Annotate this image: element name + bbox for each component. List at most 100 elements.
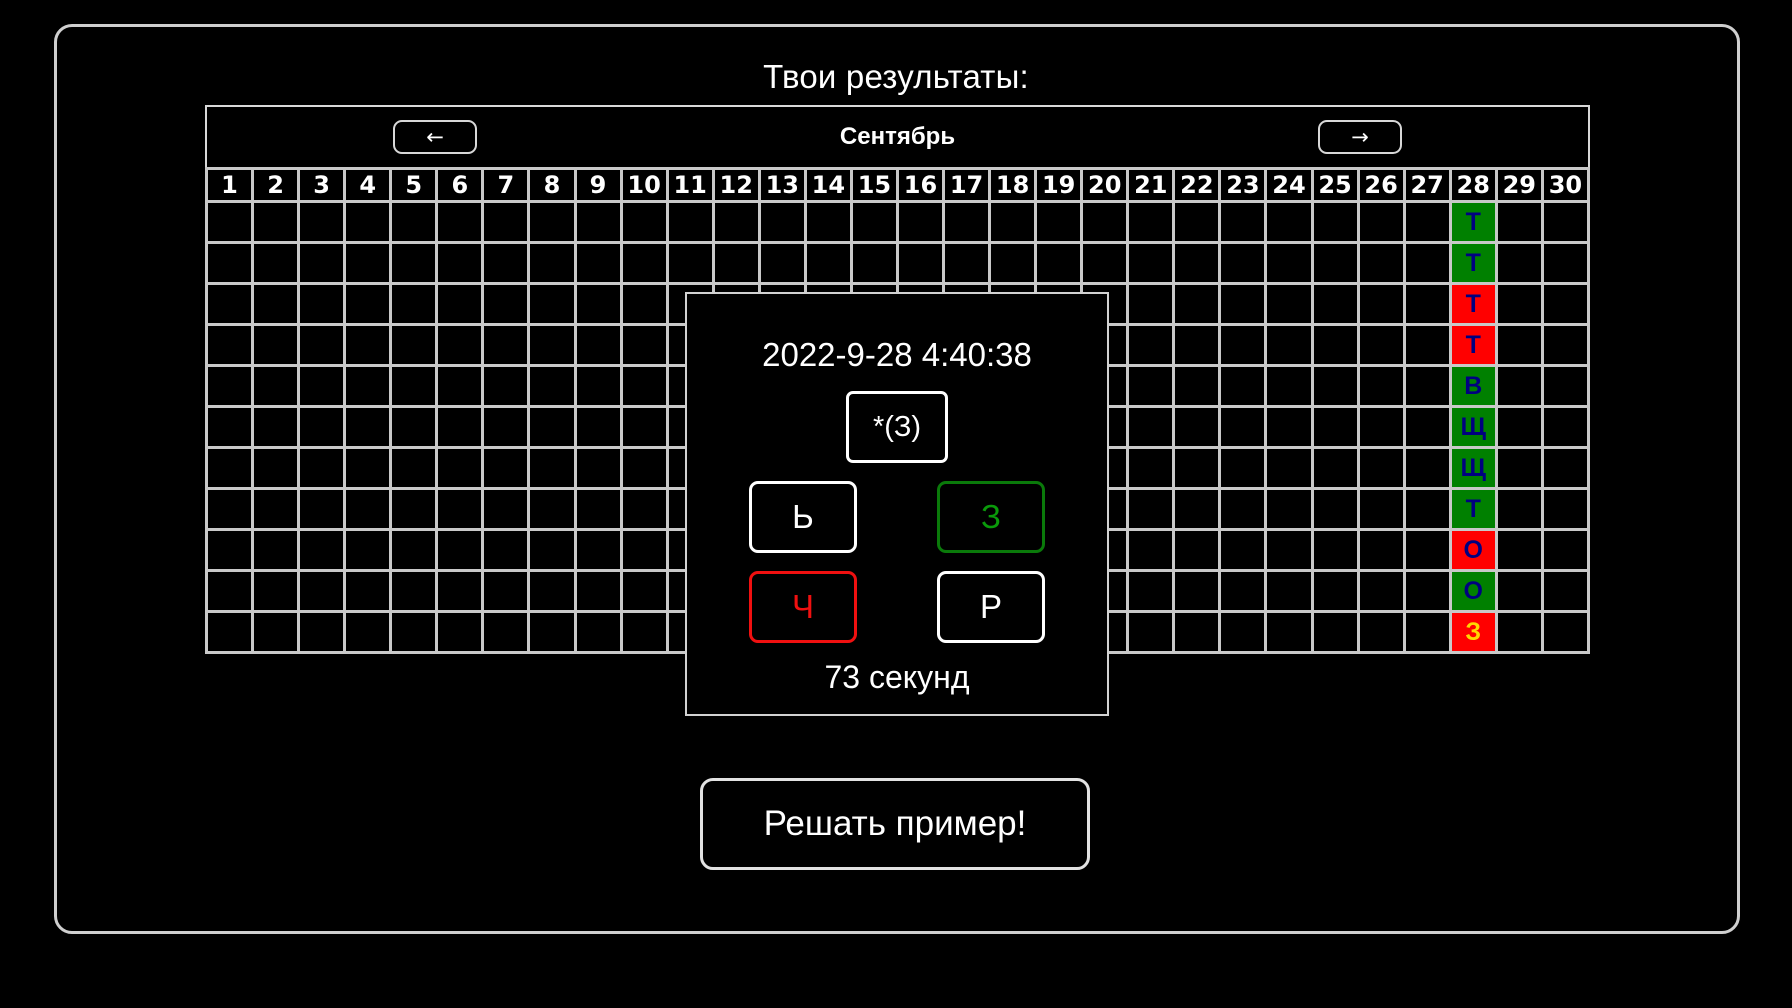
empty-cell-12-1[interactable] bbox=[714, 203, 758, 241]
empty-cell-24-7[interactable] bbox=[1267, 449, 1311, 487]
empty-cell-27-4[interactable] bbox=[1405, 326, 1449, 364]
empty-cell-30-6[interactable] bbox=[1543, 408, 1587, 446]
next-month-button[interactable]: → bbox=[1318, 120, 1402, 154]
empty-cell-26-5[interactable] bbox=[1359, 367, 1403, 405]
empty-cell-22-11[interactable] bbox=[1175, 613, 1219, 651]
solve-example-button[interactable]: Решать пример! bbox=[700, 778, 1090, 870]
empty-cell-9-9[interactable] bbox=[576, 531, 620, 569]
empty-cell-10-4[interactable] bbox=[622, 326, 666, 364]
empty-cell-9-1[interactable] bbox=[576, 203, 620, 241]
empty-cell-1-11[interactable] bbox=[208, 613, 252, 651]
empty-cell-8-8[interactable] bbox=[530, 490, 574, 528]
empty-cell-3-9[interactable] bbox=[300, 531, 344, 569]
day-header-30[interactable]: 30 bbox=[1543, 170, 1587, 200]
empty-cell-1-7[interactable] bbox=[208, 449, 252, 487]
empty-cell-21-8[interactable] bbox=[1129, 490, 1173, 528]
empty-cell-4-9[interactable] bbox=[346, 531, 390, 569]
empty-cell-30-5[interactable] bbox=[1543, 367, 1587, 405]
empty-cell-25-6[interactable] bbox=[1313, 408, 1357, 446]
empty-cell-15-2[interactable] bbox=[852, 244, 896, 282]
day-header-21[interactable]: 21 bbox=[1129, 170, 1173, 200]
empty-cell-29-9[interactable] bbox=[1497, 531, 1541, 569]
empty-cell-1-3[interactable] bbox=[208, 285, 252, 323]
empty-cell-1-2[interactable] bbox=[208, 244, 252, 282]
result-cell-28-4[interactable]: Т bbox=[1451, 326, 1495, 364]
day-header-18[interactable]: 18 bbox=[991, 170, 1035, 200]
empty-cell-26-8[interactable] bbox=[1359, 490, 1403, 528]
empty-cell-24-10[interactable] bbox=[1267, 572, 1311, 610]
empty-cell-9-10[interactable] bbox=[576, 572, 620, 610]
empty-cell-7-9[interactable] bbox=[484, 531, 528, 569]
answer-button-3[interactable]: Ч bbox=[749, 571, 857, 643]
result-cell-28-6[interactable]: Щ bbox=[1451, 408, 1495, 446]
empty-cell-14-2[interactable] bbox=[806, 244, 850, 282]
day-header-5[interactable]: 5 bbox=[392, 170, 436, 200]
empty-cell-6-4[interactable] bbox=[438, 326, 482, 364]
day-header-1[interactable]: 1 bbox=[208, 170, 252, 200]
expression-button[interactable]: *(З) bbox=[846, 391, 948, 463]
empty-cell-26-6[interactable] bbox=[1359, 408, 1403, 446]
empty-cell-4-2[interactable] bbox=[346, 244, 390, 282]
empty-cell-29-8[interactable] bbox=[1497, 490, 1541, 528]
empty-cell-25-8[interactable] bbox=[1313, 490, 1357, 528]
empty-cell-22-9[interactable] bbox=[1175, 531, 1219, 569]
empty-cell-6-10[interactable] bbox=[438, 572, 482, 610]
empty-cell-5-2[interactable] bbox=[392, 244, 436, 282]
empty-cell-26-9[interactable] bbox=[1359, 531, 1403, 569]
empty-cell-13-2[interactable] bbox=[760, 244, 804, 282]
empty-cell-27-10[interactable] bbox=[1405, 572, 1449, 610]
empty-cell-22-6[interactable] bbox=[1175, 408, 1219, 446]
empty-cell-25-1[interactable] bbox=[1313, 203, 1357, 241]
empty-cell-23-1[interactable] bbox=[1221, 203, 1265, 241]
day-header-4[interactable]: 4 bbox=[346, 170, 390, 200]
empty-cell-10-8[interactable] bbox=[622, 490, 666, 528]
empty-cell-29-10[interactable] bbox=[1497, 572, 1541, 610]
empty-cell-8-6[interactable] bbox=[530, 408, 574, 446]
empty-cell-2-4[interactable] bbox=[254, 326, 298, 364]
day-header-6[interactable]: 6 bbox=[438, 170, 482, 200]
empty-cell-17-2[interactable] bbox=[945, 244, 989, 282]
empty-cell-7-4[interactable] bbox=[484, 326, 528, 364]
empty-cell-24-6[interactable] bbox=[1267, 408, 1311, 446]
empty-cell-23-6[interactable] bbox=[1221, 408, 1265, 446]
empty-cell-9-5[interactable] bbox=[576, 367, 620, 405]
empty-cell-7-10[interactable] bbox=[484, 572, 528, 610]
empty-cell-7-7[interactable] bbox=[484, 449, 528, 487]
empty-cell-25-11[interactable] bbox=[1313, 613, 1357, 651]
empty-cell-3-3[interactable] bbox=[300, 285, 344, 323]
empty-cell-8-7[interactable] bbox=[530, 449, 574, 487]
day-header-20[interactable]: 20 bbox=[1083, 170, 1127, 200]
empty-cell-5-6[interactable] bbox=[392, 408, 436, 446]
empty-cell-29-6[interactable] bbox=[1497, 408, 1541, 446]
empty-cell-27-6[interactable] bbox=[1405, 408, 1449, 446]
empty-cell-2-3[interactable] bbox=[254, 285, 298, 323]
empty-cell-22-3[interactable] bbox=[1175, 285, 1219, 323]
answer-button-2[interactable]: З bbox=[937, 481, 1045, 553]
empty-cell-24-1[interactable] bbox=[1267, 203, 1311, 241]
empty-cell-23-7[interactable] bbox=[1221, 449, 1265, 487]
empty-cell-11-1[interactable] bbox=[668, 203, 712, 241]
empty-cell-9-2[interactable] bbox=[576, 244, 620, 282]
empty-cell-3-6[interactable] bbox=[300, 408, 344, 446]
empty-cell-4-4[interactable] bbox=[346, 326, 390, 364]
empty-cell-22-7[interactable] bbox=[1175, 449, 1219, 487]
empty-cell-5-3[interactable] bbox=[392, 285, 436, 323]
answer-button-4[interactable]: Р bbox=[937, 571, 1045, 643]
empty-cell-23-8[interactable] bbox=[1221, 490, 1265, 528]
empty-cell-24-3[interactable] bbox=[1267, 285, 1311, 323]
day-header-23[interactable]: 23 bbox=[1221, 170, 1265, 200]
empty-cell-2-10[interactable] bbox=[254, 572, 298, 610]
empty-cell-22-10[interactable] bbox=[1175, 572, 1219, 610]
empty-cell-10-7[interactable] bbox=[622, 449, 666, 487]
day-header-3[interactable]: 3 bbox=[300, 170, 344, 200]
empty-cell-30-8[interactable] bbox=[1543, 490, 1587, 528]
day-header-28[interactable]: 28 bbox=[1451, 170, 1495, 200]
empty-cell-9-11[interactable] bbox=[576, 613, 620, 651]
empty-cell-20-2[interactable] bbox=[1083, 244, 1127, 282]
empty-cell-25-4[interactable] bbox=[1313, 326, 1357, 364]
empty-cell-21-9[interactable] bbox=[1129, 531, 1173, 569]
empty-cell-6-1[interactable] bbox=[438, 203, 482, 241]
empty-cell-21-10[interactable] bbox=[1129, 572, 1173, 610]
empty-cell-3-5[interactable] bbox=[300, 367, 344, 405]
empty-cell-5-7[interactable] bbox=[392, 449, 436, 487]
